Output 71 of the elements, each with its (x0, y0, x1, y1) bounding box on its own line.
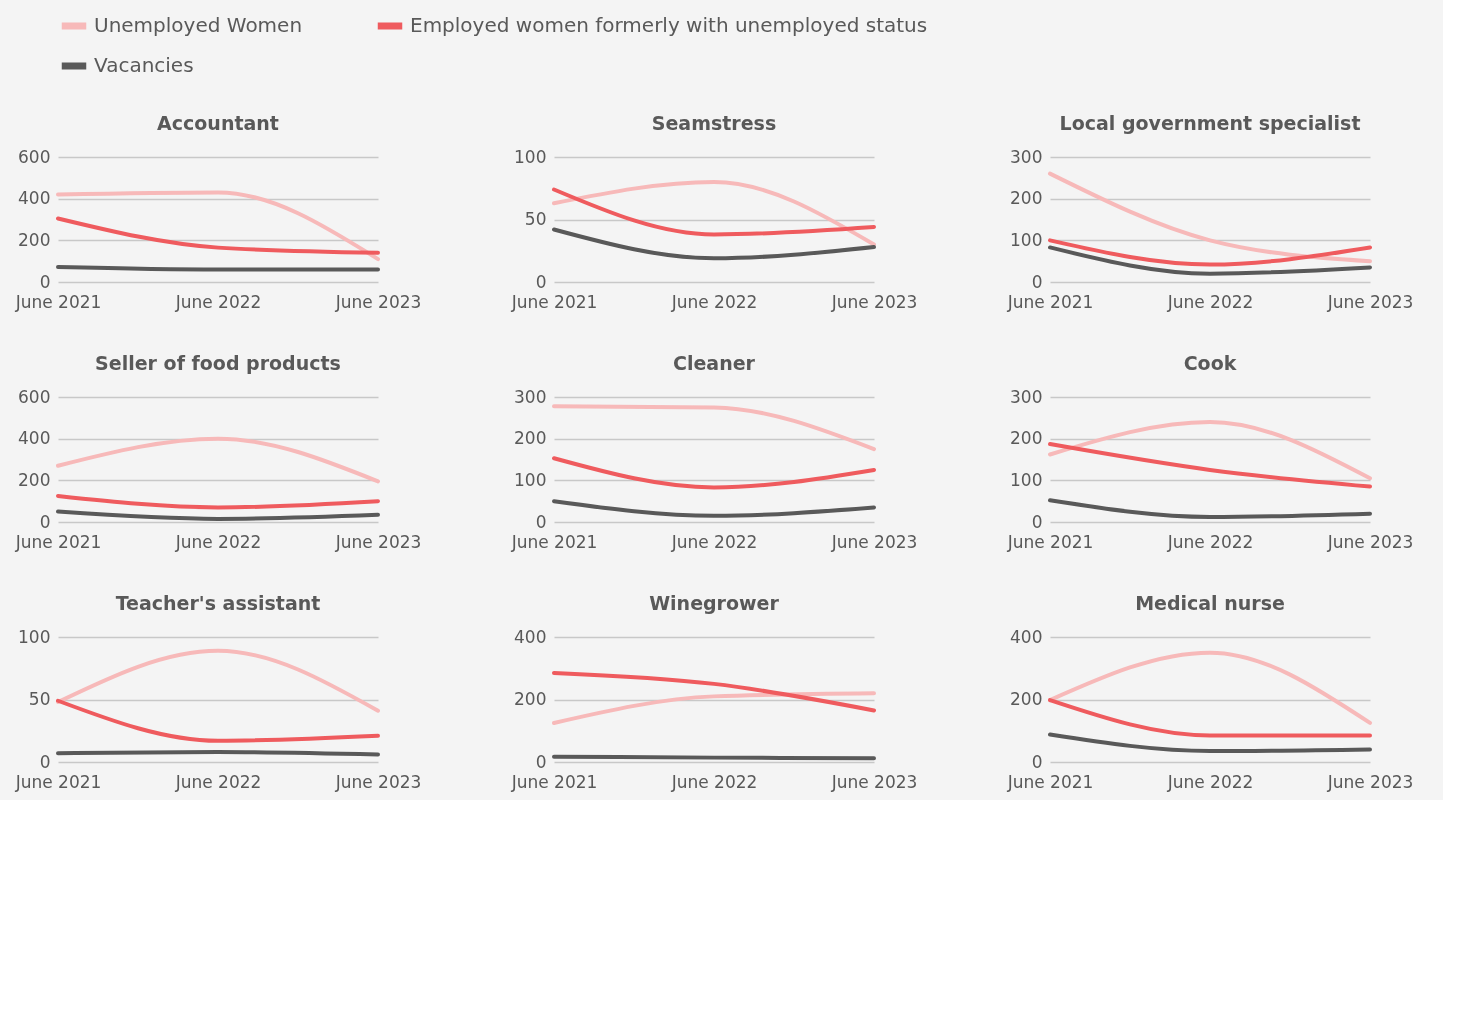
y-tick-label: 100 (514, 469, 547, 490)
y-tick-label: 50 (28, 689, 51, 709)
y-tick-label: 100 (1010, 469, 1043, 490)
chart-title: Accountant (157, 112, 279, 134)
x-tick-label: June 2022 (1166, 531, 1254, 552)
y-tick-label: 300 (1010, 146, 1043, 167)
x-tick-label: June 2021 (510, 771, 598, 792)
x-tick-label: June 2022 (670, 291, 758, 312)
chart-title: Medical nurse (1135, 592, 1285, 614)
y-tick-label: 200 (18, 469, 51, 490)
y-tick-label: 200 (1010, 689, 1043, 709)
y-tick-label: 300 (1010, 386, 1043, 407)
x-tick-label: June 2021 (14, 771, 102, 792)
x-tick-label: June 2023 (1326, 531, 1414, 552)
legend-label: Employed women formerly with unemployed status (410, 13, 928, 37)
x-tick-label: June 2021 (1006, 291, 1094, 312)
x-tick-label: June 2021 (1006, 771, 1094, 792)
y-tick-label: 0 (535, 751, 547, 772)
y-tick-label: 200 (1010, 428, 1043, 449)
y-tick-label: 0 (39, 271, 51, 292)
y-tick-label: 200 (514, 428, 547, 449)
chart-title: Cleaner (673, 352, 756, 374)
y-tick-label: 200 (18, 229, 51, 250)
chart-title: Seller of food products (95, 352, 341, 374)
x-tick-label: June 2022 (670, 531, 758, 552)
y-tick-label: 600 (18, 146, 51, 167)
x-tick-label: June 2023 (334, 531, 422, 552)
y-tick-label: 0 (535, 511, 547, 532)
x-tick-label: June 2023 (1326, 291, 1414, 312)
chart-title: Winegrower (649, 592, 780, 614)
x-tick-label: June 2021 (1006, 531, 1094, 552)
x-tick-label: June 2023 (830, 531, 918, 552)
y-tick-label: 50 (524, 209, 547, 229)
y-tick-label: 0 (1031, 511, 1043, 532)
x-tick-label: June 2023 (334, 291, 422, 312)
x-tick-label: June 2021 (510, 531, 598, 552)
y-tick-label: 100 (1010, 229, 1043, 250)
y-tick-label: 400 (514, 626, 547, 647)
y-tick-label: 100 (514, 146, 547, 167)
chart-title: Seamstress (651, 112, 777, 134)
x-tick-label: June 2023 (1326, 771, 1414, 792)
chart-title: Teacher's assistant (115, 592, 321, 614)
y-tick-label: 200 (1010, 188, 1043, 209)
y-tick-label: 0 (1031, 271, 1043, 292)
y-tick-label: 100 (18, 626, 51, 647)
x-tick-label: June 2023 (830, 291, 918, 312)
y-tick-label: 0 (535, 271, 547, 292)
y-tick-label: 400 (1010, 626, 1043, 647)
x-tick-label: June 2022 (174, 771, 262, 792)
y-tick-label: 600 (18, 386, 51, 407)
y-tick-label: 300 (514, 386, 547, 407)
x-tick-label: June 2021 (510, 291, 598, 312)
x-tick-label: June 2023 (334, 771, 422, 792)
x-tick-label: June 2022 (1166, 291, 1254, 312)
y-tick-label: 400 (18, 428, 51, 449)
y-tick-label: 200 (514, 689, 547, 709)
y-tick-label: 0 (1031, 751, 1043, 772)
legend-label: Vacancies (94, 53, 194, 77)
y-tick-label: 400 (18, 188, 51, 209)
x-tick-label: June 2022 (174, 531, 262, 552)
x-tick-label: June 2021 (14, 291, 102, 312)
x-tick-label: June 2022 (1166, 771, 1254, 792)
chart-title: Local government specialist (1059, 112, 1361, 134)
x-tick-label: June 2022 (174, 291, 262, 312)
x-tick-label: June 2023 (830, 771, 918, 792)
y-tick-label: 0 (39, 511, 51, 532)
x-tick-label: June 2021 (14, 531, 102, 552)
legend-label: Unemployed Women (94, 13, 303, 37)
x-tick-label: June 2022 (670, 771, 758, 792)
chart-title: Cook (1183, 352, 1237, 374)
y-tick-label: 0 (39, 751, 51, 772)
